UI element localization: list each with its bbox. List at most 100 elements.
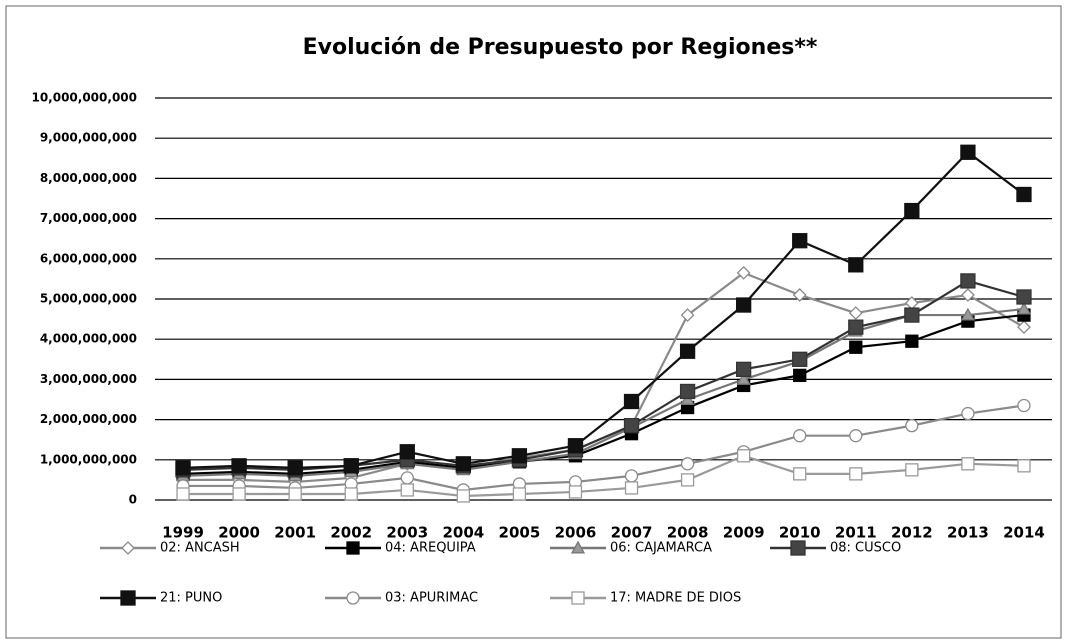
data-point: [231, 458, 247, 474]
data-point: [904, 307, 920, 323]
legend-marker: [571, 591, 585, 605]
data-point: [287, 460, 303, 476]
data-point: [905, 463, 919, 477]
y-tick-label: 0: [129, 493, 137, 507]
data-point: [344, 487, 358, 501]
legend-label: 04: AREQUIPA: [385, 541, 476, 556]
data-point: [793, 368, 807, 383]
x-tick-label: 2006: [555, 524, 597, 542]
x-tick-label: 2008: [667, 524, 709, 542]
data-point: [905, 418, 919, 433]
legend-marker: [121, 541, 135, 555]
data-point: [736, 361, 752, 378]
data-point: [905, 334, 919, 348]
data-point: [511, 448, 528, 464]
data-point: [849, 429, 863, 443]
x-tick-label: 2002: [330, 524, 372, 542]
x-tick-label: 2011: [835, 524, 877, 542]
y-tick-label: 5,000,000,000: [40, 292, 137, 306]
data-point: [400, 471, 414, 485]
x-tick-label: 2001: [274, 524, 316, 542]
y-tick-label: 6,000,000,000: [40, 251, 137, 265]
data-point: [567, 438, 584, 454]
x-tick-label: 1999: [162, 524, 204, 542]
y-tick-label: 9,000,000,000: [40, 131, 137, 145]
data-point: [792, 351, 808, 367]
x-tick-label: 2013: [947, 524, 989, 542]
data-point: [175, 460, 191, 476]
y-tick-label: 4,000,000,000: [40, 332, 137, 346]
chart-title: Evolución de Presupuesto por Regiones**: [303, 35, 818, 60]
data-point: [680, 473, 695, 487]
series-line: [183, 404, 1025, 492]
data-point: [400, 483, 414, 497]
data-point: [848, 257, 864, 273]
x-tick-label: 2005: [499, 524, 541, 542]
x-tick-label: 2007: [611, 524, 653, 542]
x-tick-label: 2000: [218, 524, 260, 542]
data-point: [343, 458, 359, 474]
series-line: [182, 307, 1025, 477]
legend-marker: [346, 591, 360, 605]
data-point: [1016, 289, 1032, 305]
data-point: [793, 467, 807, 481]
legend-label: 08: CUSCO: [830, 541, 901, 556]
legend-label: 03: APURIMAC: [385, 591, 478, 606]
data-point: [960, 273, 976, 289]
y-tick-label: 3,000,000,000: [40, 372, 137, 386]
y-tick-label: 2,000,000,000: [40, 412, 137, 426]
data-point: [455, 456, 471, 472]
x-tick-label: 2004: [442, 524, 484, 542]
data-point: [456, 489, 470, 503]
data-point: [960, 144, 976, 160]
data-point: [1017, 320, 1031, 335]
data-point: [849, 340, 863, 354]
data-point: [961, 457, 975, 471]
y-tick-label: 10,000,000,000: [31, 91, 137, 105]
series-line: [183, 454, 1025, 498]
data-point: [680, 457, 695, 471]
x-tick-label: 2014: [1003, 524, 1045, 542]
series-line: [182, 150, 1025, 469]
data-point: [288, 487, 302, 501]
data-point: [792, 288, 807, 302]
data-point: [232, 487, 246, 501]
data-point: [176, 487, 190, 501]
legend-label: 17: MADRE DE DIOS: [610, 591, 741, 606]
data-point: [1016, 186, 1032, 203]
data-point: [679, 383, 696, 400]
y-tick-label: 7,000,000,000: [40, 211, 137, 225]
legend-marker: [570, 540, 586, 554]
data-point: [849, 467, 863, 481]
legend-marker: [346, 541, 360, 555]
y-tick-label: 8,000,000,000: [40, 171, 137, 185]
data-point: [961, 406, 975, 421]
data-point: [680, 308, 695, 322]
legend-label: 06: CAJAMARCA: [610, 541, 712, 556]
data-point: [848, 306, 863, 320]
legend-label: 21: PUNO: [160, 591, 222, 606]
x-tick-label: 2003: [386, 524, 428, 542]
data-point: [736, 297, 752, 313]
x-tick-label: 2010: [779, 524, 821, 542]
x-tick-label: 2009: [723, 524, 765, 542]
legend-label: 02: ANCASH: [160, 541, 240, 556]
data-point: [904, 202, 920, 219]
data-point: [960, 307, 976, 321]
data-point: [1017, 398, 1031, 413]
y-tick-label: 1,000,000,000: [40, 452, 137, 466]
data-point: [1016, 301, 1032, 315]
x-tick-label: 2012: [891, 524, 933, 542]
legend-marker: [120, 590, 136, 606]
data-point: [399, 444, 415, 460]
data-point: [736, 372, 751, 385]
data-point: [960, 288, 975, 302]
data-point: [793, 429, 807, 443]
data-point: [737, 449, 751, 463]
data-point: [623, 393, 640, 410]
data-point: [679, 343, 696, 359]
data-point: [624, 481, 639, 495]
data-point: [512, 487, 527, 501]
data-point: [1017, 459, 1031, 473]
